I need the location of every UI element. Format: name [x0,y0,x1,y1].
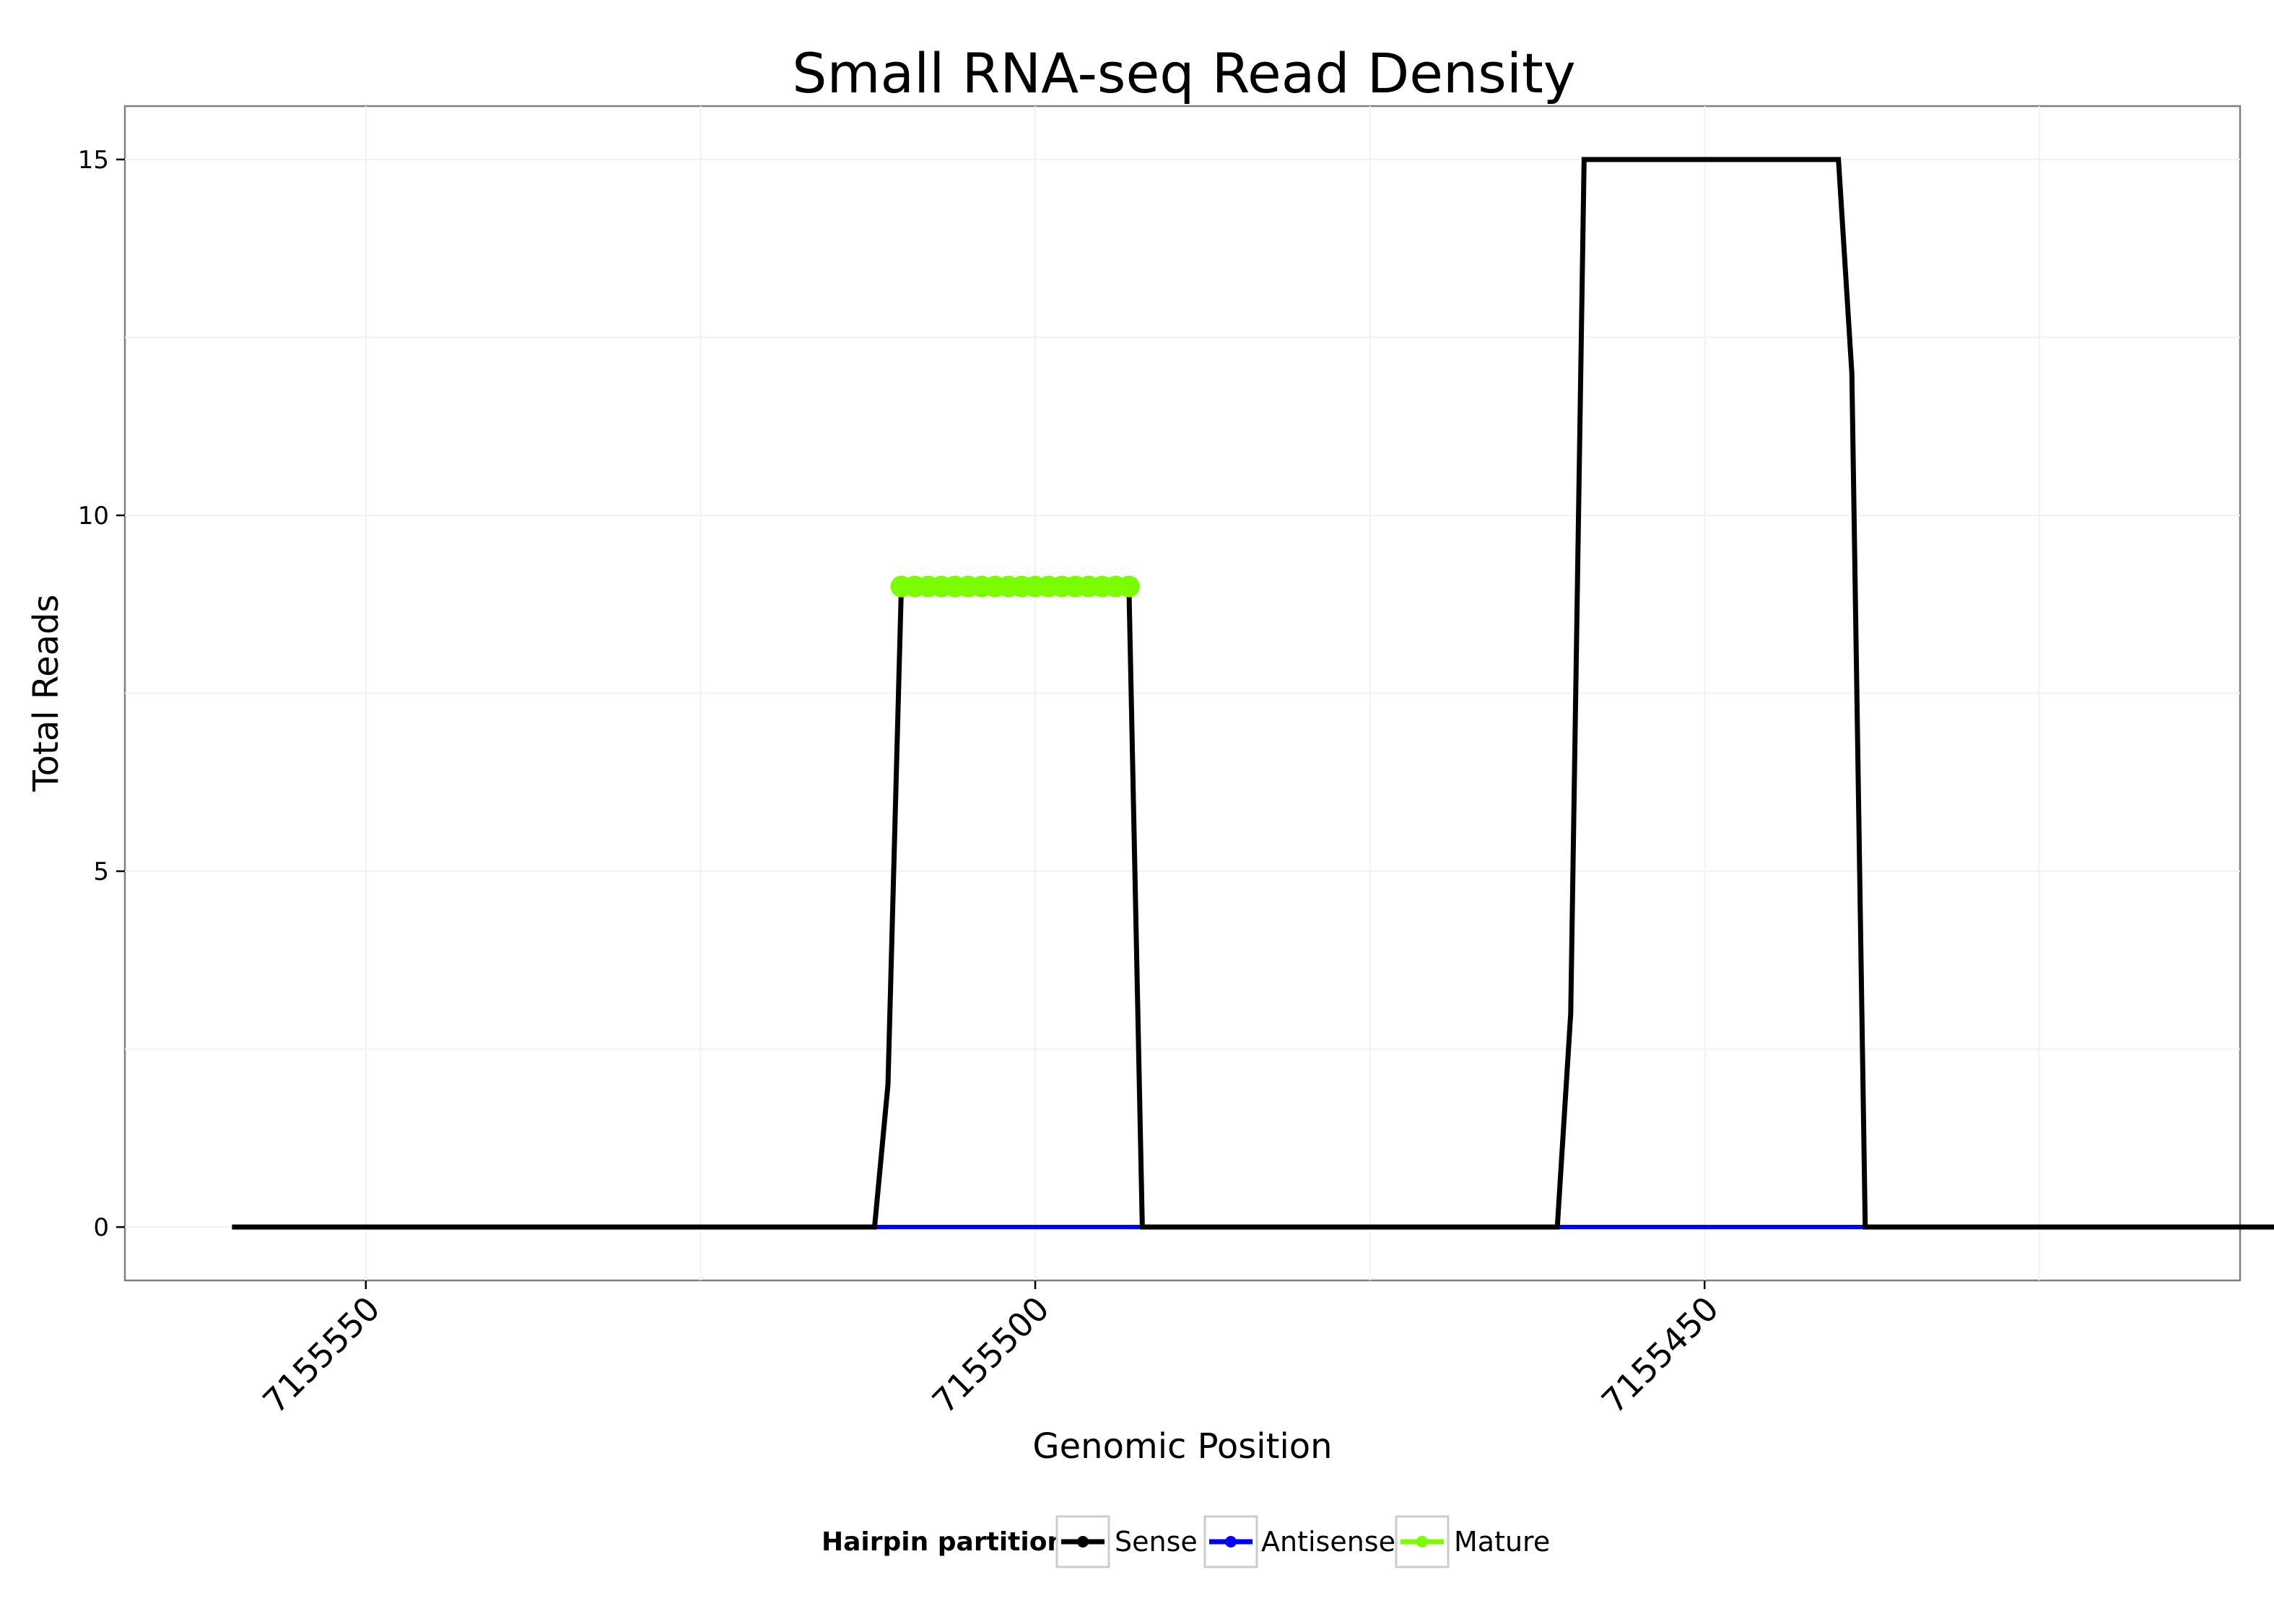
legend-title: Hairpin partition [822,1527,1066,1557]
y-tick-label: 5 [93,857,109,886]
x-tick-label: 7155450 [1594,1289,1726,1421]
x-axis-title: Genomic Position [1032,1426,1332,1467]
legend-label-antisense: Antisense [1261,1526,1395,1558]
legend-key-point-sense [1077,1536,1089,1547]
series-point-mature [1118,575,1140,598]
legend-key-point-mature [1416,1536,1428,1547]
legend: Hairpin partition Sense Antisense Mature [822,1515,1550,1568]
y-tick-label: 0 [93,1213,109,1242]
y-tick-label: 10 [78,502,109,531]
legend-key-point-antisense [1225,1536,1237,1547]
y-tick-label: 15 [78,146,109,175]
chart-title: Small RNA-seq Read Density [792,41,1575,105]
legend-label-sense: Sense [1115,1526,1198,1558]
x-tick-label: 7155550 [256,1289,388,1421]
series-layer [232,157,2274,1230]
y-axis: 0 5 10 15 [78,146,125,1242]
legend-label-mature: Mature [1454,1526,1550,1558]
legend-keys [1055,1515,1450,1568]
series-line-sense [232,157,2274,1230]
y-axis-title: Total Reads [26,595,66,793]
x-axis: 7155550 7155500 7155450 [256,1280,1726,1421]
x-tick-label: 7155500 [925,1289,1057,1421]
